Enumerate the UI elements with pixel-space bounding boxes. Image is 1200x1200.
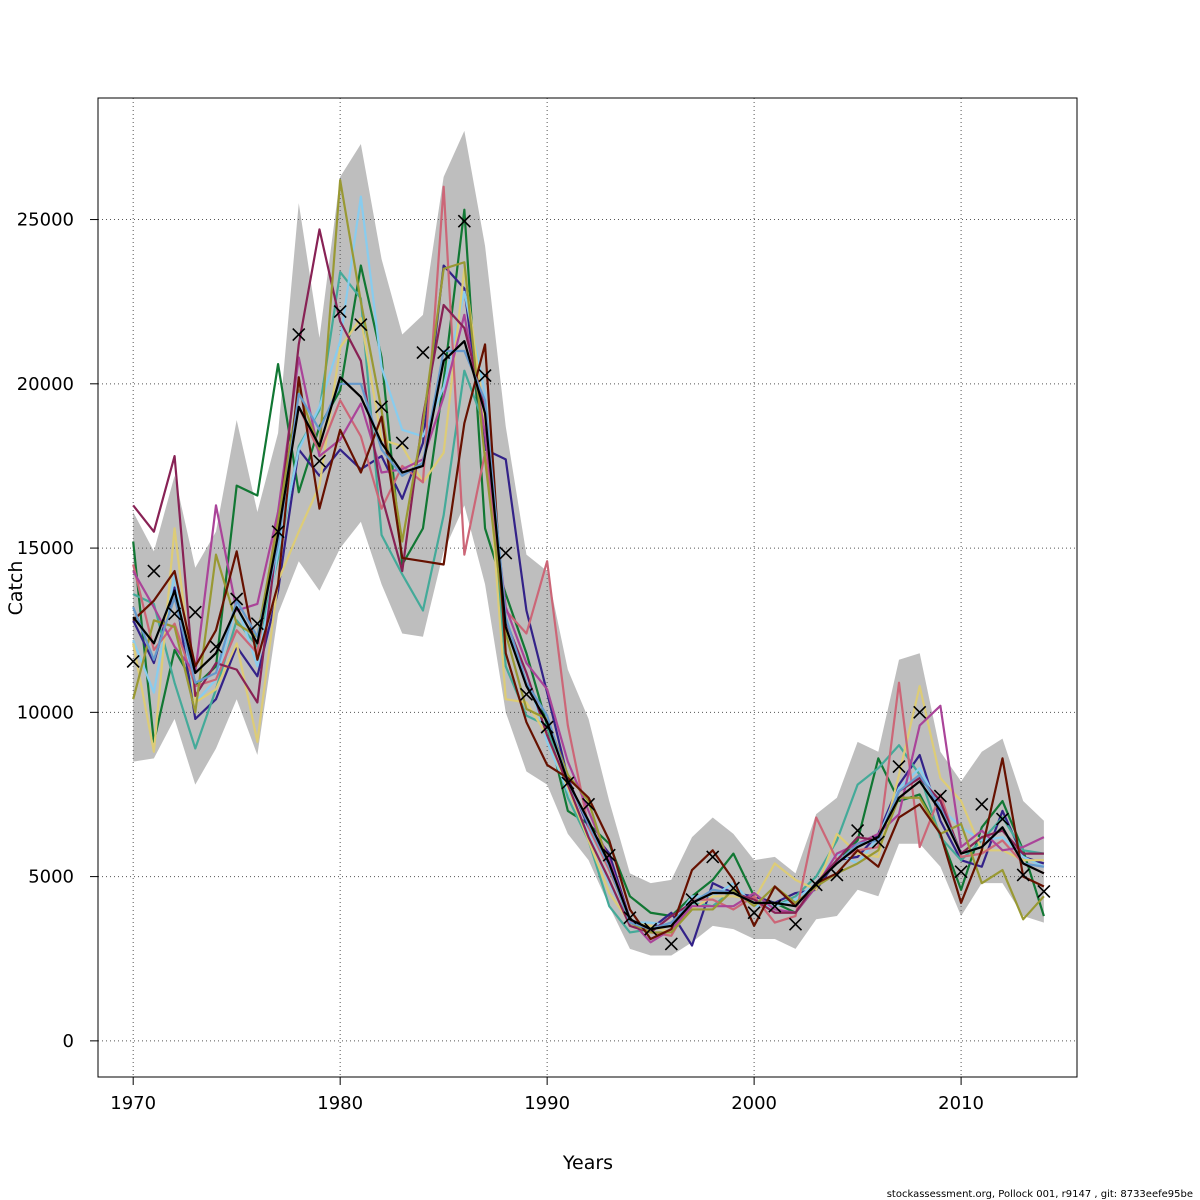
- observed-point-1971: [147, 564, 161, 578]
- x-tick-label: 2000: [731, 1093, 777, 1114]
- observed-point-2003: [809, 878, 823, 892]
- observed-point-2001: [768, 899, 782, 913]
- observed-point-1981: [354, 318, 368, 332]
- observed-point-1989: [519, 687, 534, 701]
- y-tick-label: 5000: [28, 867, 74, 888]
- observed-point-1974: [209, 640, 223, 654]
- observed-point-1993: [602, 848, 616, 862]
- observed-point-1995: [644, 922, 658, 936]
- x-tick-label: 1990: [524, 1093, 570, 1114]
- observed-point-1983: [395, 436, 409, 450]
- observed-point-2010: [954, 865, 968, 879]
- observed-point-1999: [726, 881, 740, 895]
- confidence-band: [133, 130, 1044, 956]
- observed-point-1996: [664, 937, 678, 951]
- observed-point-1980: [333, 304, 347, 319]
- y-tick-label: 25000: [17, 210, 74, 231]
- observed-point-1987: [478, 369, 492, 383]
- observed-point-2008: [913, 705, 927, 719]
- observed-point-2014: [1037, 884, 1051, 898]
- observed-point-1977: [271, 525, 285, 539]
- observed-point-2013: [1016, 868, 1030, 882]
- observed-point-1973: [188, 605, 202, 619]
- series-line-12: [132, 340, 1045, 931]
- y-tick-label: 10000: [17, 702, 74, 723]
- y-tick-label: 20000: [17, 374, 74, 395]
- y-tick-label: 15000: [17, 538, 74, 559]
- observed-point-2004: [830, 868, 844, 882]
- observed-point-2009: [933, 789, 947, 803]
- observed-point-1970: [126, 654, 140, 668]
- x-tick-label: 1980: [317, 1093, 363, 1114]
- observed-point-2005: [851, 824, 865, 838]
- observed-point-1982: [374, 400, 389, 414]
- series-line-9: [132, 179, 1045, 934]
- confidence-band-layer: [133, 130, 1044, 956]
- observed-point-1986: [457, 214, 471, 228]
- x-tick-label: 2010: [938, 1093, 984, 1114]
- observed-point-1984: [416, 346, 430, 360]
- footer-credit: stockassessment.org, Pollock 001, r9147 …: [887, 1189, 1193, 1200]
- observed-point-1988: [499, 546, 513, 560]
- observed-point-1991: [561, 776, 575, 790]
- observed-point-1992: [581, 797, 596, 811]
- observed-point-2011: [975, 797, 989, 811]
- observed-point-2007: [892, 759, 906, 774]
- observed-point-2000: [747, 906, 761, 920]
- observed-point-1975: [230, 592, 244, 606]
- plot-frame: [97, 97, 1078, 1078]
- series-line-5: [132, 267, 1044, 934]
- observed-point-1985: [437, 346, 451, 360]
- series-layer: [132, 179, 1045, 947]
- x-tick-label: 1970: [110, 1093, 156, 1114]
- y-tick-label: 0: [63, 1031, 74, 1052]
- observed-point-1990: [540, 720, 554, 734]
- observed-point-1972: [168, 607, 182, 621]
- observed-point-1994: [623, 911, 637, 925]
- observed-point-1979: [312, 454, 327, 468]
- axis-layer: 1970 1980 1990 2000 2010 0 5000 10000 15000 20000…: [17, 210, 984, 1114]
- observed-point-1976: [250, 617, 264, 631]
- observed-point-2002: [788, 917, 803, 931]
- observed-point-2012: [995, 812, 1010, 826]
- series-line-10: [132, 343, 1045, 941]
- x-axis-title: Years: [562, 1152, 613, 1174]
- observed-point-1978: [292, 327, 306, 342]
- y-axis-title: Catch: [5, 561, 27, 616]
- observed-point-2006: [871, 835, 885, 849]
- observed-point-1997: [685, 893, 699, 907]
- observed-point-1998: [706, 850, 720, 864]
- observed-points-layer: [126, 214, 1051, 951]
